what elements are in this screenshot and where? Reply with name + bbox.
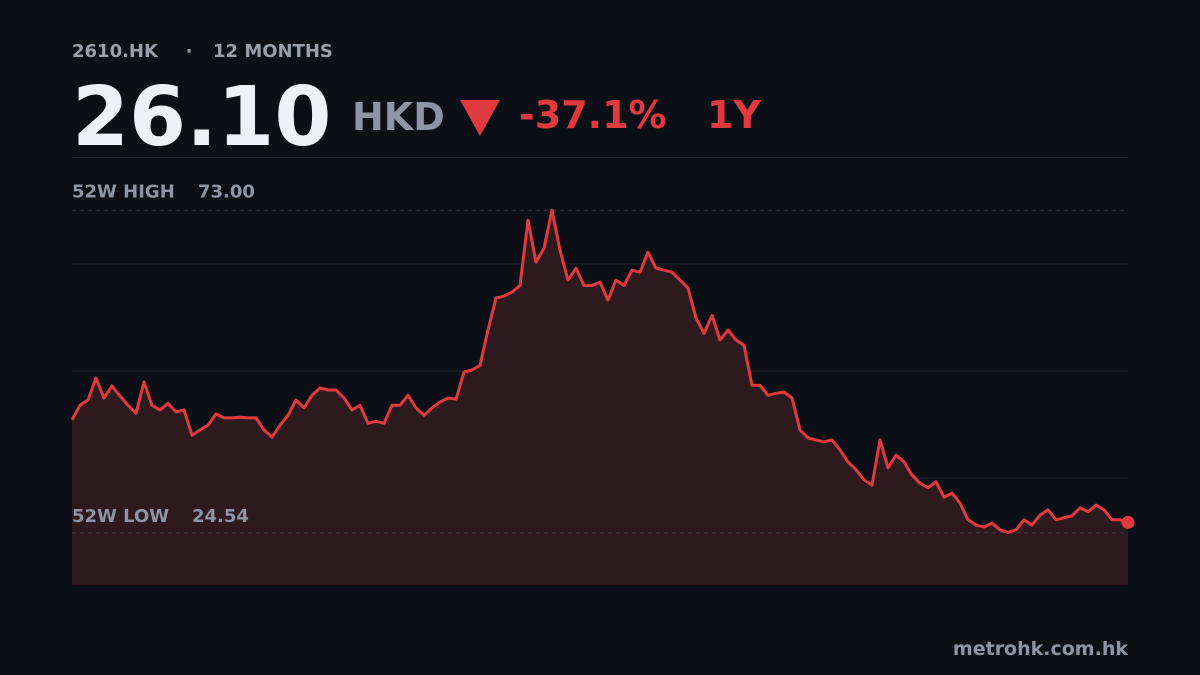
source: metrohk.com.hk: [953, 638, 1128, 660]
low-label: 52W LOW: [72, 506, 169, 527]
high-label: 52W HIGH: [72, 181, 175, 202]
plot: 52W HIGH 73.00 52W LOW 24.54: [70, 181, 1135, 586]
high-value: 73.00: [198, 181, 255, 202]
area: [72, 210, 1128, 586]
down-arrow: [460, 100, 500, 136]
currency: HKD: [352, 95, 445, 139]
separator: ·: [186, 41, 193, 62]
last-point: [1121, 515, 1135, 529]
price-line: [70, 208, 1129, 534]
change-period: 1Y: [707, 93, 761, 137]
ticker: 2610.HK: [72, 41, 159, 62]
period-label: 12 MONTHS: [213, 41, 333, 62]
low-value: 24.54: [192, 506, 249, 527]
change: -37.1%: [519, 93, 667, 137]
price: 26.10: [72, 70, 331, 165]
